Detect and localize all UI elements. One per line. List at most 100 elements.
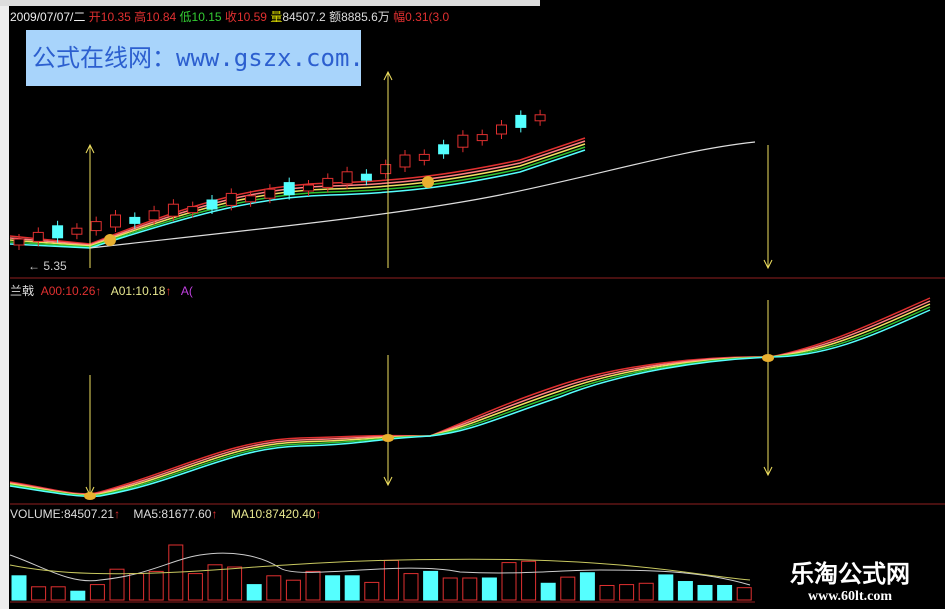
volume-bar bbox=[207, 564, 223, 601]
arrow-down-icon bbox=[383, 476, 393, 487]
volume-label: 量 bbox=[270, 10, 283, 24]
candle bbox=[380, 164, 392, 175]
candle bbox=[418, 153, 430, 161]
volume-bar bbox=[481, 577, 497, 601]
open-label: 开 bbox=[88, 10, 101, 24]
indicator-a02: A( bbox=[180, 284, 193, 298]
price-ma-line bbox=[9, 143, 586, 247]
volume-bar bbox=[677, 581, 693, 601]
candle bbox=[399, 154, 411, 168]
volume-ma5-line bbox=[9, 552, 751, 586]
candle bbox=[303, 184, 314, 192]
indicator-line bbox=[9, 309, 931, 498]
volume-value: 84507.2 bbox=[282, 10, 326, 24]
volume-bar bbox=[638, 582, 654, 601]
candle bbox=[167, 203, 179, 217]
candle bbox=[129, 216, 141, 224]
volume-bar bbox=[521, 560, 537, 601]
price-ma-line bbox=[9, 149, 586, 249]
volume-bar bbox=[285, 579, 301, 601]
volume-bar bbox=[89, 584, 105, 601]
arrow-up-icon bbox=[85, 143, 95, 154]
volume-bar bbox=[442, 577, 458, 601]
amount-value: 8885.6万 bbox=[341, 10, 390, 24]
volume-bar bbox=[383, 559, 399, 601]
arrow-up-icon bbox=[383, 70, 393, 81]
candle bbox=[438, 144, 450, 155]
candle bbox=[341, 171, 353, 185]
high-label: 高 bbox=[134, 10, 147, 24]
price-long-ma-line bbox=[89, 141, 756, 249]
ma10-readout: MA10:87420.40 bbox=[230, 507, 316, 521]
volume-bar bbox=[31, 586, 47, 601]
volume-bar bbox=[305, 570, 321, 601]
open-value: 10.35 bbox=[100, 10, 131, 24]
volume-bar bbox=[50, 586, 66, 601]
candle bbox=[264, 188, 276, 199]
amount-label: 额 bbox=[329, 10, 342, 24]
candle bbox=[13, 238, 25, 246]
close-value: 10.59 bbox=[236, 10, 267, 24]
volume-bar bbox=[109, 568, 125, 601]
close-label: 收 bbox=[224, 10, 237, 24]
indicator-line bbox=[9, 300, 931, 496]
indicator-a01: A01:10.18 bbox=[110, 284, 166, 298]
quote-date: 2009/07/07/二 bbox=[10, 10, 86, 24]
candle bbox=[476, 134, 488, 142]
change-value: 0.31(3.0 bbox=[405, 10, 450, 24]
left-axis-strip bbox=[0, 0, 9, 609]
indicator-line bbox=[9, 306, 931, 497]
arrow-down-icon bbox=[763, 259, 773, 270]
indicator-line bbox=[9, 297, 931, 495]
change-label: 幅 bbox=[393, 10, 406, 24]
volume-legend: VOLUME:84507.21↑ MA5:81677.60↑ MA10:8742… bbox=[10, 507, 322, 521]
indicator-line bbox=[9, 303, 931, 496]
logo-name: 乐淘公式网 bbox=[790, 560, 910, 588]
volume-bar bbox=[462, 577, 478, 601]
price-ma-line bbox=[9, 146, 586, 248]
volume-bar bbox=[697, 584, 713, 601]
candle bbox=[245, 195, 257, 203]
ma5-readout: MA5:81677.60 bbox=[133, 507, 212, 521]
site-logo: 乐淘公式网 www.60lt.com bbox=[755, 548, 945, 609]
volume-bar bbox=[148, 570, 164, 601]
volume-bar bbox=[658, 574, 674, 601]
volume-bar bbox=[501, 562, 517, 601]
volume-bar bbox=[325, 575, 341, 601]
volume-bar bbox=[11, 575, 27, 601]
candle bbox=[206, 199, 218, 210]
volume-bar bbox=[344, 575, 360, 601]
volume-bar bbox=[129, 573, 145, 601]
smiley-signal-icon bbox=[422, 176, 434, 188]
watermark-banner: 公式在线网：www.gszx.com.cn bbox=[26, 30, 361, 86]
volume-bar bbox=[227, 566, 243, 601]
arrow-down-icon bbox=[763, 466, 773, 477]
volume-bar bbox=[246, 584, 262, 601]
candle bbox=[110, 214, 121, 228]
signal-dot bbox=[382, 434, 394, 442]
candle bbox=[457, 134, 469, 148]
candle bbox=[534, 114, 546, 122]
volume-bar bbox=[70, 590, 86, 601]
candle bbox=[515, 114, 527, 128]
volume-bar bbox=[560, 576, 576, 601]
volume-bar bbox=[619, 584, 635, 601]
candle bbox=[71, 227, 83, 235]
volume-readout: VOLUME:84507.21 bbox=[10, 507, 115, 521]
low-value: 10.15 bbox=[191, 10, 222, 24]
candle bbox=[90, 221, 102, 232]
volume-bar bbox=[717, 584, 733, 601]
candle bbox=[283, 182, 295, 196]
volume-bar bbox=[423, 570, 439, 601]
volume-bar bbox=[364, 581, 380, 601]
volume-bar bbox=[736, 587, 752, 601]
candle bbox=[32, 231, 44, 242]
title-bar bbox=[0, 0, 540, 6]
volume-bar bbox=[403, 573, 419, 601]
volume-bar bbox=[579, 572, 595, 601]
candle bbox=[360, 173, 372, 181]
volume-bar bbox=[187, 573, 203, 601]
logo-url: www.60lt.com bbox=[808, 589, 892, 604]
candle bbox=[148, 210, 160, 221]
